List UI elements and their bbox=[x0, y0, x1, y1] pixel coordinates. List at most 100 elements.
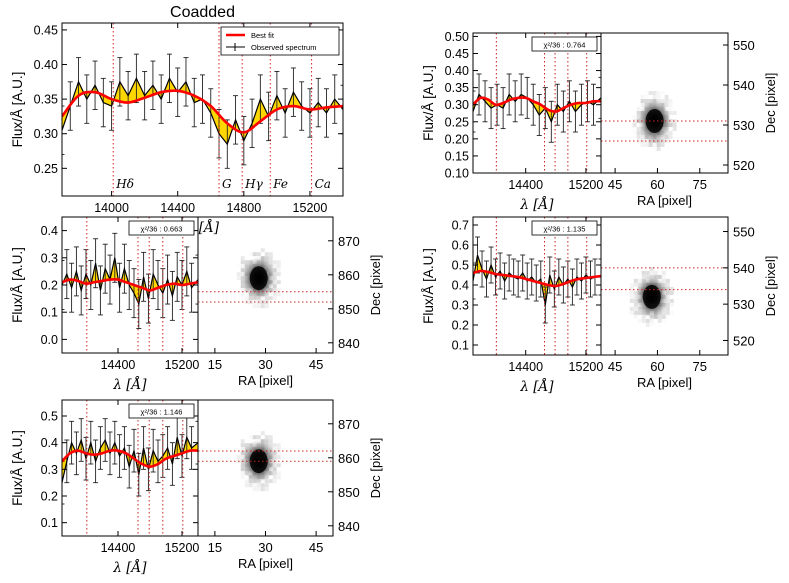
y-tick-label: 840 bbox=[338, 336, 360, 351]
image-pixel bbox=[236, 455, 241, 460]
image-pixel bbox=[264, 439, 269, 444]
spectral-line-label: Hγ bbox=[244, 177, 263, 191]
x-axis-label: λ [Å] bbox=[112, 560, 147, 576]
image-pixel bbox=[641, 266, 646, 271]
y-tick-label: 530 bbox=[733, 297, 755, 312]
y-tick-label: 870 bbox=[338, 417, 360, 432]
image-pixel bbox=[276, 443, 281, 448]
image-pixel bbox=[637, 318, 642, 323]
x-tick-label: 75 bbox=[693, 359, 707, 374]
panel-coadded: Hδ G Hγ Fe Ca 0.25 0.30 0.35 0.40 0.45 14000 14400 1… bbox=[10, 4, 344, 236]
image-pixel bbox=[264, 487, 269, 492]
panel-img3: 15 30 45 840 850 860 870 RA [pixel] Dec [pixel] bbox=[197, 216, 383, 388]
x-tick-label: 14400 bbox=[508, 178, 543, 192]
image-pixel bbox=[264, 483, 269, 488]
image-pixel bbox=[272, 296, 277, 301]
x-axis-label: RA [pixel] bbox=[238, 556, 293, 571]
image-pixel bbox=[636, 131, 641, 135]
image-pixel bbox=[656, 91, 661, 95]
image-pixel bbox=[661, 278, 666, 283]
residual-fill bbox=[62, 437, 198, 483]
image-pixel bbox=[672, 135, 677, 139]
image-pixel bbox=[240, 256, 245, 261]
panel-img5: 15 30 45 840 850 860 870 RA [pixel] Dec [pixel] bbox=[197, 399, 383, 571]
image-pixel bbox=[268, 435, 273, 440]
image-pixel bbox=[276, 264, 281, 269]
image-pixel bbox=[252, 483, 257, 488]
residual-fill bbox=[473, 94, 601, 122]
x-tick-label: 30 bbox=[258, 540, 272, 555]
image-pixel bbox=[668, 111, 673, 115]
image-pixel bbox=[272, 288, 277, 293]
image-pixel bbox=[641, 314, 646, 319]
image-pixel bbox=[657, 322, 662, 327]
y-tick-label: 0.4 bbox=[41, 436, 58, 450]
chi2-box bbox=[128, 403, 195, 419]
image-pixel bbox=[236, 276, 241, 281]
image-pixel bbox=[637, 314, 642, 319]
image-pixel bbox=[240, 467, 245, 472]
image-pixel bbox=[276, 471, 281, 476]
image-pixel bbox=[640, 139, 645, 143]
axes-frame bbox=[600, 32, 729, 174]
y-tick-label: 870 bbox=[338, 234, 360, 249]
image-pixel bbox=[644, 147, 649, 151]
image-pixel bbox=[657, 314, 662, 319]
image-pixel bbox=[256, 487, 261, 492]
image-pixel bbox=[636, 107, 641, 111]
image-pixel bbox=[669, 282, 674, 287]
x-tick-label: 75 bbox=[693, 177, 707, 192]
panel-p2: 0.10 0.15 0.20 0.25 0.30 0.35 0.40 0.45 0.50 1440… bbox=[421, 30, 604, 213]
observed-spectrum-line bbox=[62, 257, 198, 307]
image-pixel bbox=[664, 95, 669, 99]
image-pixel bbox=[644, 139, 649, 143]
panel-p3: 0.0 0.1 0.2 0.3 0.4 14400 15200 λ [Å] Flux/Å [A.… bbox=[10, 216, 199, 393]
image-pixel bbox=[272, 467, 277, 472]
image-pixel bbox=[636, 139, 641, 143]
image-pixel bbox=[276, 284, 281, 289]
image-pixel bbox=[632, 111, 637, 115]
best-fit-line bbox=[62, 449, 198, 468]
image-pixel bbox=[260, 431, 265, 436]
y-axis-label: Flux/Å [A.U.] bbox=[10, 430, 25, 506]
image-pixel bbox=[240, 292, 245, 297]
image-pixel bbox=[629, 278, 634, 283]
image-pixel bbox=[276, 463, 281, 468]
image-pixel bbox=[248, 248, 253, 253]
y-tick-label: 850 bbox=[338, 485, 360, 500]
image-pixel bbox=[252, 435, 257, 440]
y-tick-label: 0.40 bbox=[34, 58, 58, 72]
image-pixel bbox=[244, 483, 249, 488]
image-pixel bbox=[629, 290, 634, 295]
image-pixel bbox=[240, 479, 245, 484]
image-pixel bbox=[645, 318, 650, 323]
image-pixel bbox=[652, 147, 657, 151]
image-pixel bbox=[665, 306, 670, 311]
image-pixel bbox=[660, 99, 665, 103]
image-pixel bbox=[276, 475, 281, 480]
image-pixel bbox=[661, 318, 666, 323]
image-pixel bbox=[632, 119, 637, 123]
image-pixel bbox=[256, 252, 261, 257]
image-pixel bbox=[236, 451, 241, 456]
panel-p5: 0.1 0.2 0.3 0.4 0.5 14400 15200 λ [Å] Flux/Å [A.… bbox=[10, 399, 200, 576]
y-tick-label: 860 bbox=[338, 451, 360, 466]
image-pixel bbox=[268, 479, 273, 484]
image-pixel bbox=[268, 260, 273, 265]
image-pixel bbox=[276, 467, 281, 472]
image-pixel bbox=[632, 123, 637, 127]
x-tick-label: 15200 bbox=[165, 541, 200, 555]
image-pixel bbox=[276, 451, 281, 456]
source-peak bbox=[642, 284, 661, 309]
y-tick-label: 0.1 bbox=[41, 516, 58, 530]
image-pixel bbox=[636, 135, 641, 139]
x-tick-label: 15200 bbox=[569, 178, 604, 192]
x-tick-label: 14400 bbox=[101, 358, 136, 372]
image-pixel bbox=[669, 286, 674, 291]
image-pixel bbox=[664, 135, 669, 139]
image-pixel bbox=[632, 115, 637, 119]
image-pixel bbox=[240, 288, 245, 293]
x-tick-label: 15 bbox=[208, 357, 222, 372]
image-pixel bbox=[240, 451, 245, 456]
x-tick-label: 15200 bbox=[569, 360, 604, 374]
